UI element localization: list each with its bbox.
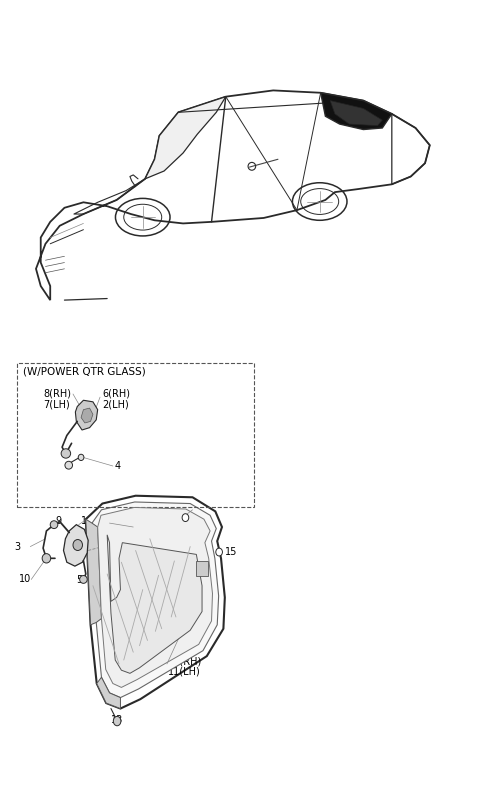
Polygon shape bbox=[107, 535, 202, 673]
Text: 2(LH): 2(LH) bbox=[102, 400, 129, 409]
Text: (W/POWER QTR GLASS): (W/POWER QTR GLASS) bbox=[23, 366, 145, 377]
Polygon shape bbox=[321, 93, 392, 129]
Text: 16(LH): 16(LH) bbox=[135, 524, 168, 534]
Text: 7(LH): 7(LH) bbox=[43, 400, 70, 409]
Polygon shape bbox=[36, 91, 430, 300]
Text: 5: 5 bbox=[76, 575, 83, 585]
Text: 6(RH): 6(RH) bbox=[102, 389, 131, 399]
Text: 8(RH): 8(RH) bbox=[43, 389, 71, 399]
Text: 12(RH): 12(RH) bbox=[168, 656, 202, 667]
Polygon shape bbox=[92, 502, 219, 697]
Polygon shape bbox=[81, 408, 93, 423]
Ellipse shape bbox=[78, 454, 84, 460]
Text: 4: 4 bbox=[114, 461, 120, 471]
Polygon shape bbox=[75, 400, 97, 430]
Text: 17(RH): 17(RH) bbox=[135, 515, 169, 524]
Text: 3: 3 bbox=[14, 541, 21, 552]
Text: 9: 9 bbox=[56, 516, 62, 526]
Polygon shape bbox=[96, 677, 120, 708]
Polygon shape bbox=[86, 496, 225, 708]
Ellipse shape bbox=[61, 449, 71, 458]
Ellipse shape bbox=[73, 540, 83, 551]
Text: 14: 14 bbox=[188, 508, 200, 518]
Text: 1: 1 bbox=[81, 516, 87, 526]
Ellipse shape bbox=[80, 575, 87, 583]
Text: 11(LH): 11(LH) bbox=[168, 667, 201, 677]
Polygon shape bbox=[330, 101, 383, 125]
Ellipse shape bbox=[182, 514, 189, 522]
Ellipse shape bbox=[42, 554, 51, 563]
Ellipse shape bbox=[113, 716, 121, 726]
Polygon shape bbox=[145, 97, 226, 179]
Text: 10: 10 bbox=[19, 574, 32, 585]
Polygon shape bbox=[97, 507, 213, 687]
Ellipse shape bbox=[216, 548, 222, 556]
Polygon shape bbox=[63, 525, 88, 566]
Bar bbox=[196, 561, 208, 575]
Ellipse shape bbox=[65, 461, 72, 469]
Text: 13: 13 bbox=[110, 716, 123, 725]
Ellipse shape bbox=[50, 521, 58, 529]
Polygon shape bbox=[86, 519, 101, 625]
Text: 15: 15 bbox=[225, 547, 237, 557]
